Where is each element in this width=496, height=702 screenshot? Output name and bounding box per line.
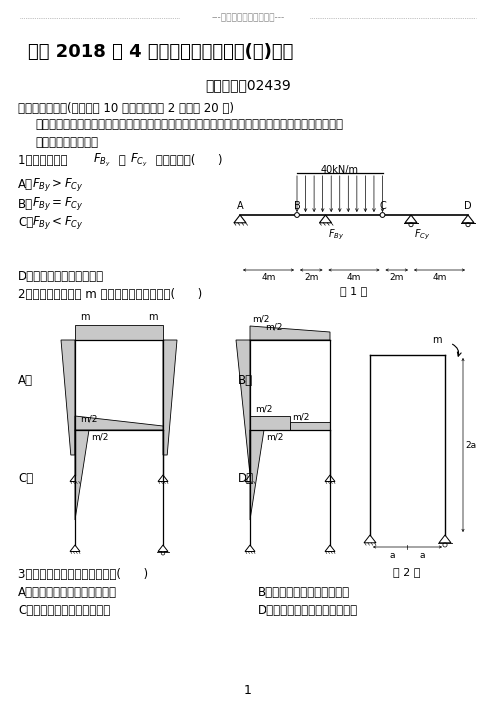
Text: $F_{By}=F_{Cy}$: $F_{By}=F_{Cy}$ <box>32 195 83 213</box>
Circle shape <box>443 543 447 547</box>
Text: 1．图示结构中: 1．图示结构中 <box>18 154 71 166</box>
Text: m: m <box>80 312 89 322</box>
Text: $F_{B_y}$: $F_{B_y}$ <box>93 152 111 168</box>
Text: 在每小题列出的四个备选项中只有一个是符合题目要求的，请将其代码填写在题后的括号内。错选、: 在每小题列出的四个备选项中只有一个是符合题目要求的，请将其代码填写在题后的括号内… <box>35 119 343 131</box>
Text: 与: 与 <box>115 154 129 166</box>
Circle shape <box>466 223 470 227</box>
Polygon shape <box>61 340 75 455</box>
Text: B．不产生内力，会产生位移: B．不产生内力，会产生位移 <box>258 586 350 600</box>
Text: A．会产生内力，也会产生位移: A．会产生内力，也会产生位移 <box>18 586 117 600</box>
Text: a: a <box>419 551 425 560</box>
Text: 一、单项选择题(本大题共 10 小题，每小题 2 分，共 20 分): 一、单项选择题(本大题共 10 小题，每小题 2 分，共 20 分) <box>18 102 234 114</box>
Text: 1: 1 <box>244 684 252 696</box>
Polygon shape <box>250 430 264 520</box>
Circle shape <box>161 552 165 555</box>
Text: 题 2 图: 题 2 图 <box>393 567 421 577</box>
Polygon shape <box>75 430 89 520</box>
Text: 的大小关系(      ): 的大小关系( ) <box>152 154 223 166</box>
Text: a: a <box>389 551 395 560</box>
Text: $F_{By}<F_{Cy}$: $F_{By}<F_{Cy}$ <box>32 215 83 232</box>
Text: D．: D． <box>238 472 254 484</box>
Polygon shape <box>250 416 290 430</box>
Polygon shape <box>163 340 177 455</box>
Text: 4m: 4m <box>347 273 361 282</box>
Text: 多选或未选均无分。: 多选或未选均无分。 <box>35 135 98 149</box>
Text: m: m <box>432 335 442 345</box>
Polygon shape <box>250 326 330 340</box>
Text: 课程代码：02439: 课程代码：02439 <box>205 78 291 92</box>
Text: m/2: m/2 <box>255 404 272 413</box>
Text: D．不产生内力，也不产生位移: D．不产生内力，也不产生位移 <box>258 604 358 618</box>
Text: m/2: m/2 <box>292 412 310 421</box>
Text: m: m <box>148 312 158 322</box>
Circle shape <box>380 213 385 218</box>
Polygon shape <box>236 340 250 475</box>
Polygon shape <box>75 416 163 430</box>
Text: C: C <box>379 201 386 211</box>
Text: m/2: m/2 <box>91 432 108 441</box>
Text: C．: C． <box>18 472 33 484</box>
Text: $F_{Cy}$: $F_{Cy}$ <box>414 228 431 242</box>
Text: $F_{C_y}$: $F_{C_y}$ <box>130 152 148 168</box>
Text: 全国 2018 年 4 月自学考试结构力学(二)试题: 全国 2018 年 4 月自学考试结构力学(二)试题 <box>28 43 293 61</box>
Text: $F_{By}>F_{Cy}$: $F_{By}>F_{Cy}$ <box>32 176 83 194</box>
Text: C．会产生内力，不产生位移: C．会产生内力，不产生位移 <box>18 604 110 618</box>
Text: D: D <box>464 201 472 211</box>
Text: m/2: m/2 <box>80 414 97 423</box>
Text: A．: A． <box>18 373 33 387</box>
Text: B．: B． <box>18 197 33 211</box>
Text: 2a: 2a <box>465 440 476 449</box>
Text: 4m: 4m <box>261 273 276 282</box>
Circle shape <box>295 213 300 218</box>
Text: 4m: 4m <box>433 273 447 282</box>
Polygon shape <box>290 422 330 430</box>
Text: ---精品自学考试资料推荐---: ---精品自学考试资料推荐--- <box>211 13 285 22</box>
Text: $F_{By}$: $F_{By}$ <box>328 228 345 242</box>
Text: B．: B． <box>238 373 253 387</box>
Polygon shape <box>75 325 163 340</box>
Text: 2m: 2m <box>304 273 318 282</box>
Text: B: B <box>294 201 301 211</box>
Text: A．: A． <box>18 178 33 192</box>
Circle shape <box>409 223 413 227</box>
Text: 40kN/m: 40kN/m <box>321 165 359 175</box>
Text: 2．图示刚架受力偶 m 作用，正确的弯矩图是(      ): 2．图示刚架受力偶 m 作用，正确的弯矩图是( ) <box>18 289 202 301</box>
Text: m/2: m/2 <box>265 322 282 331</box>
Text: 2m: 2m <box>389 273 404 282</box>
Text: 题 1 图: 题 1 图 <box>340 286 368 296</box>
Text: D．仅由平衡条件不能确定: D．仅由平衡条件不能确定 <box>18 270 104 282</box>
Text: 3．支座发生位移时，静定结构(      ): 3．支座发生位移时，静定结构( ) <box>18 569 148 581</box>
Text: m/2: m/2 <box>266 432 283 441</box>
Text: C．: C． <box>18 216 33 230</box>
Text: m/2: m/2 <box>252 314 269 323</box>
Text: A: A <box>237 201 244 211</box>
